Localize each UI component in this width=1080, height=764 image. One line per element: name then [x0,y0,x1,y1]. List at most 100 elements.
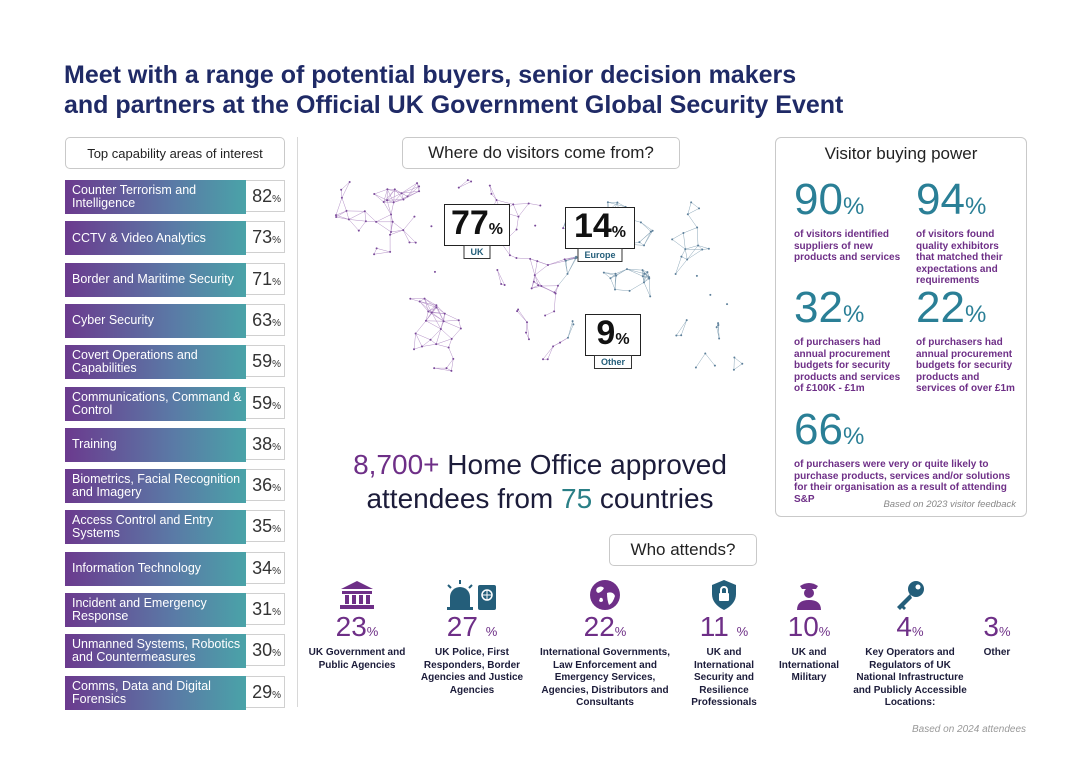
title-line-1: Meet with a range of potential buyers, s… [64,61,797,89]
uk-value: 77 [450,204,489,242]
other-unit: % [615,331,630,348]
capability-label: Communications, Command & Control [65,386,246,421]
attendee-label: UK Police, First Responders, Border Agen… [420,647,524,696]
capability-row: Incident and Emergency Response 31% [65,593,285,627]
headline-countries: 75 [561,483,593,514]
other-stat-box: 9% Other [585,314,641,369]
world-map-network-graphic [334,179,744,372]
attendees-headline: 8,700+ Home Office approved attendees fr… [320,448,760,516]
attendee-label: Other [983,647,1011,658]
attendee-value: 11 [699,611,729,642]
attendee-value: 4 [896,611,912,642]
capability-percent: 59% [246,345,285,378]
headline-text-2: attendees from [366,483,561,514]
capability-unit: % [272,317,281,329]
stat-text: of visitors identified suppliers of new … [794,229,901,263]
capability-unit: % [272,565,281,577]
europe-value: 14 [573,207,612,245]
capability-label: Counter Terrorism and Intelligence [65,180,246,214]
attendee-value: 3 [983,611,999,642]
capability-value: 71 [252,268,273,289]
other-value: 9 [596,314,616,352]
buying-power-note: Based on 2023 visitor feedback [883,499,1016,510]
attendee-group-international: 22% International Governments, Law Enfor… [536,578,674,710]
capability-percent: 63% [246,303,285,336]
capability-percent: 30% [246,634,285,667]
attendee-group-military: 10% UK and International Military [772,578,846,685]
headline-count: 8,700+ [353,449,440,480]
capability-percent: 31% [246,593,285,625]
capability-percent: 36% [246,469,285,502]
capability-percent: 73% [246,221,285,254]
headline-text-3: countries [592,483,714,514]
capability-percent: 71% [246,262,285,295]
capability-percent: 29% [246,675,285,708]
map-header: Where do visitors come from? [402,137,680,169]
attendee-label: International Governments, Law Enforceme… [539,647,671,708]
stat-22: 22% of purchasers had annual procurement… [916,286,1016,395]
stat-unit: % [842,423,865,450]
capability-value: 63 [252,309,273,330]
capability-label: Unmanned Systems, Robotics and Counterme… [65,634,246,669]
capability-row: Comms, Data and Digital Forensics 29% [65,675,285,710]
capability-label: Covert Operations and Capabilities [65,345,246,380]
attendee-unit: % [366,624,379,639]
stat-value: 90 [794,175,843,224]
attendee-unit: % [999,624,1011,639]
military-officer-icon [772,578,846,612]
who-attends-note: Based on 2024 attendees [912,724,1026,735]
capability-value: 31 [252,599,273,619]
page-title: Meet with a range of potential buyers, s… [64,60,1024,120]
stat-value: 66 [794,405,843,454]
key-icon [850,578,970,612]
stat-text: of purchasers had annual procurement bud… [916,337,1015,394]
capability-unit: % [272,689,281,701]
attendee-label: Key Operators and Regulators of UK Natio… [853,647,967,708]
europe-unit: % [611,224,627,241]
divider [297,137,298,707]
shield-lock-icon [680,578,768,612]
capability-row: Unmanned Systems, Robotics and Counterme… [65,634,285,669]
uk-unit: % [488,221,504,238]
capability-unit: % [272,607,281,618]
siren-passport-icon [418,578,526,612]
attendee-value: 22 [583,611,615,642]
capability-label: Information Technology [65,551,246,586]
stat-value: 94 [916,175,965,224]
uk-stat-box: 77% UK [444,204,510,259]
stat-unit: % [842,193,865,220]
capability-value: 59 [252,392,273,413]
capability-percent: 82% [246,180,285,212]
attendee-unit: % [818,624,831,639]
stat-text: of purchasers had annual procurement bud… [794,337,901,394]
capability-label: CCTV & Video Analytics [65,221,246,256]
other-tag: Other [593,355,633,369]
capability-label: Border and Maritime Security [65,262,246,297]
capability-value: 73 [252,227,273,248]
stat-unit: % [964,301,987,328]
attendee-unit: % [736,624,749,639]
capability-row: Covert Operations and Capabilities 59% [65,345,285,380]
attendee-label: UK and International Security and Resili… [691,647,757,708]
capability-value: 34 [252,557,273,578]
attendee-group-government: 23% UK Government and Public Agencies [305,578,409,672]
capability-row: Counter Terrorism and Intelligence 82% [65,180,285,214]
capability-value: 82 [252,186,273,206]
attendee-label: UK Government and Public Agencies [308,647,406,671]
attendee-value: 10 [787,611,819,642]
stat-value: 32 [794,283,843,332]
stat-66: 66% of purchasers were very or quite lik… [794,408,1022,505]
capability-unit: % [272,483,281,495]
attendee-unit: % [485,624,498,639]
europe-tag: Europe [577,248,623,262]
capability-percent: 38% [246,427,285,460]
buying-power-title: Visitor buying power [824,144,978,163]
capability-value: 59 [252,351,273,372]
capability-unit: % [272,441,281,453]
capability-percent: 59% [246,386,285,419]
capability-unit: % [272,235,281,247]
attendee-group-infrastructure: 4% Key Operators and Regulators of UK Na… [850,578,970,710]
capability-value: 36 [252,475,273,496]
uk-tag: UK [463,245,491,259]
capability-unit: % [272,400,281,412]
